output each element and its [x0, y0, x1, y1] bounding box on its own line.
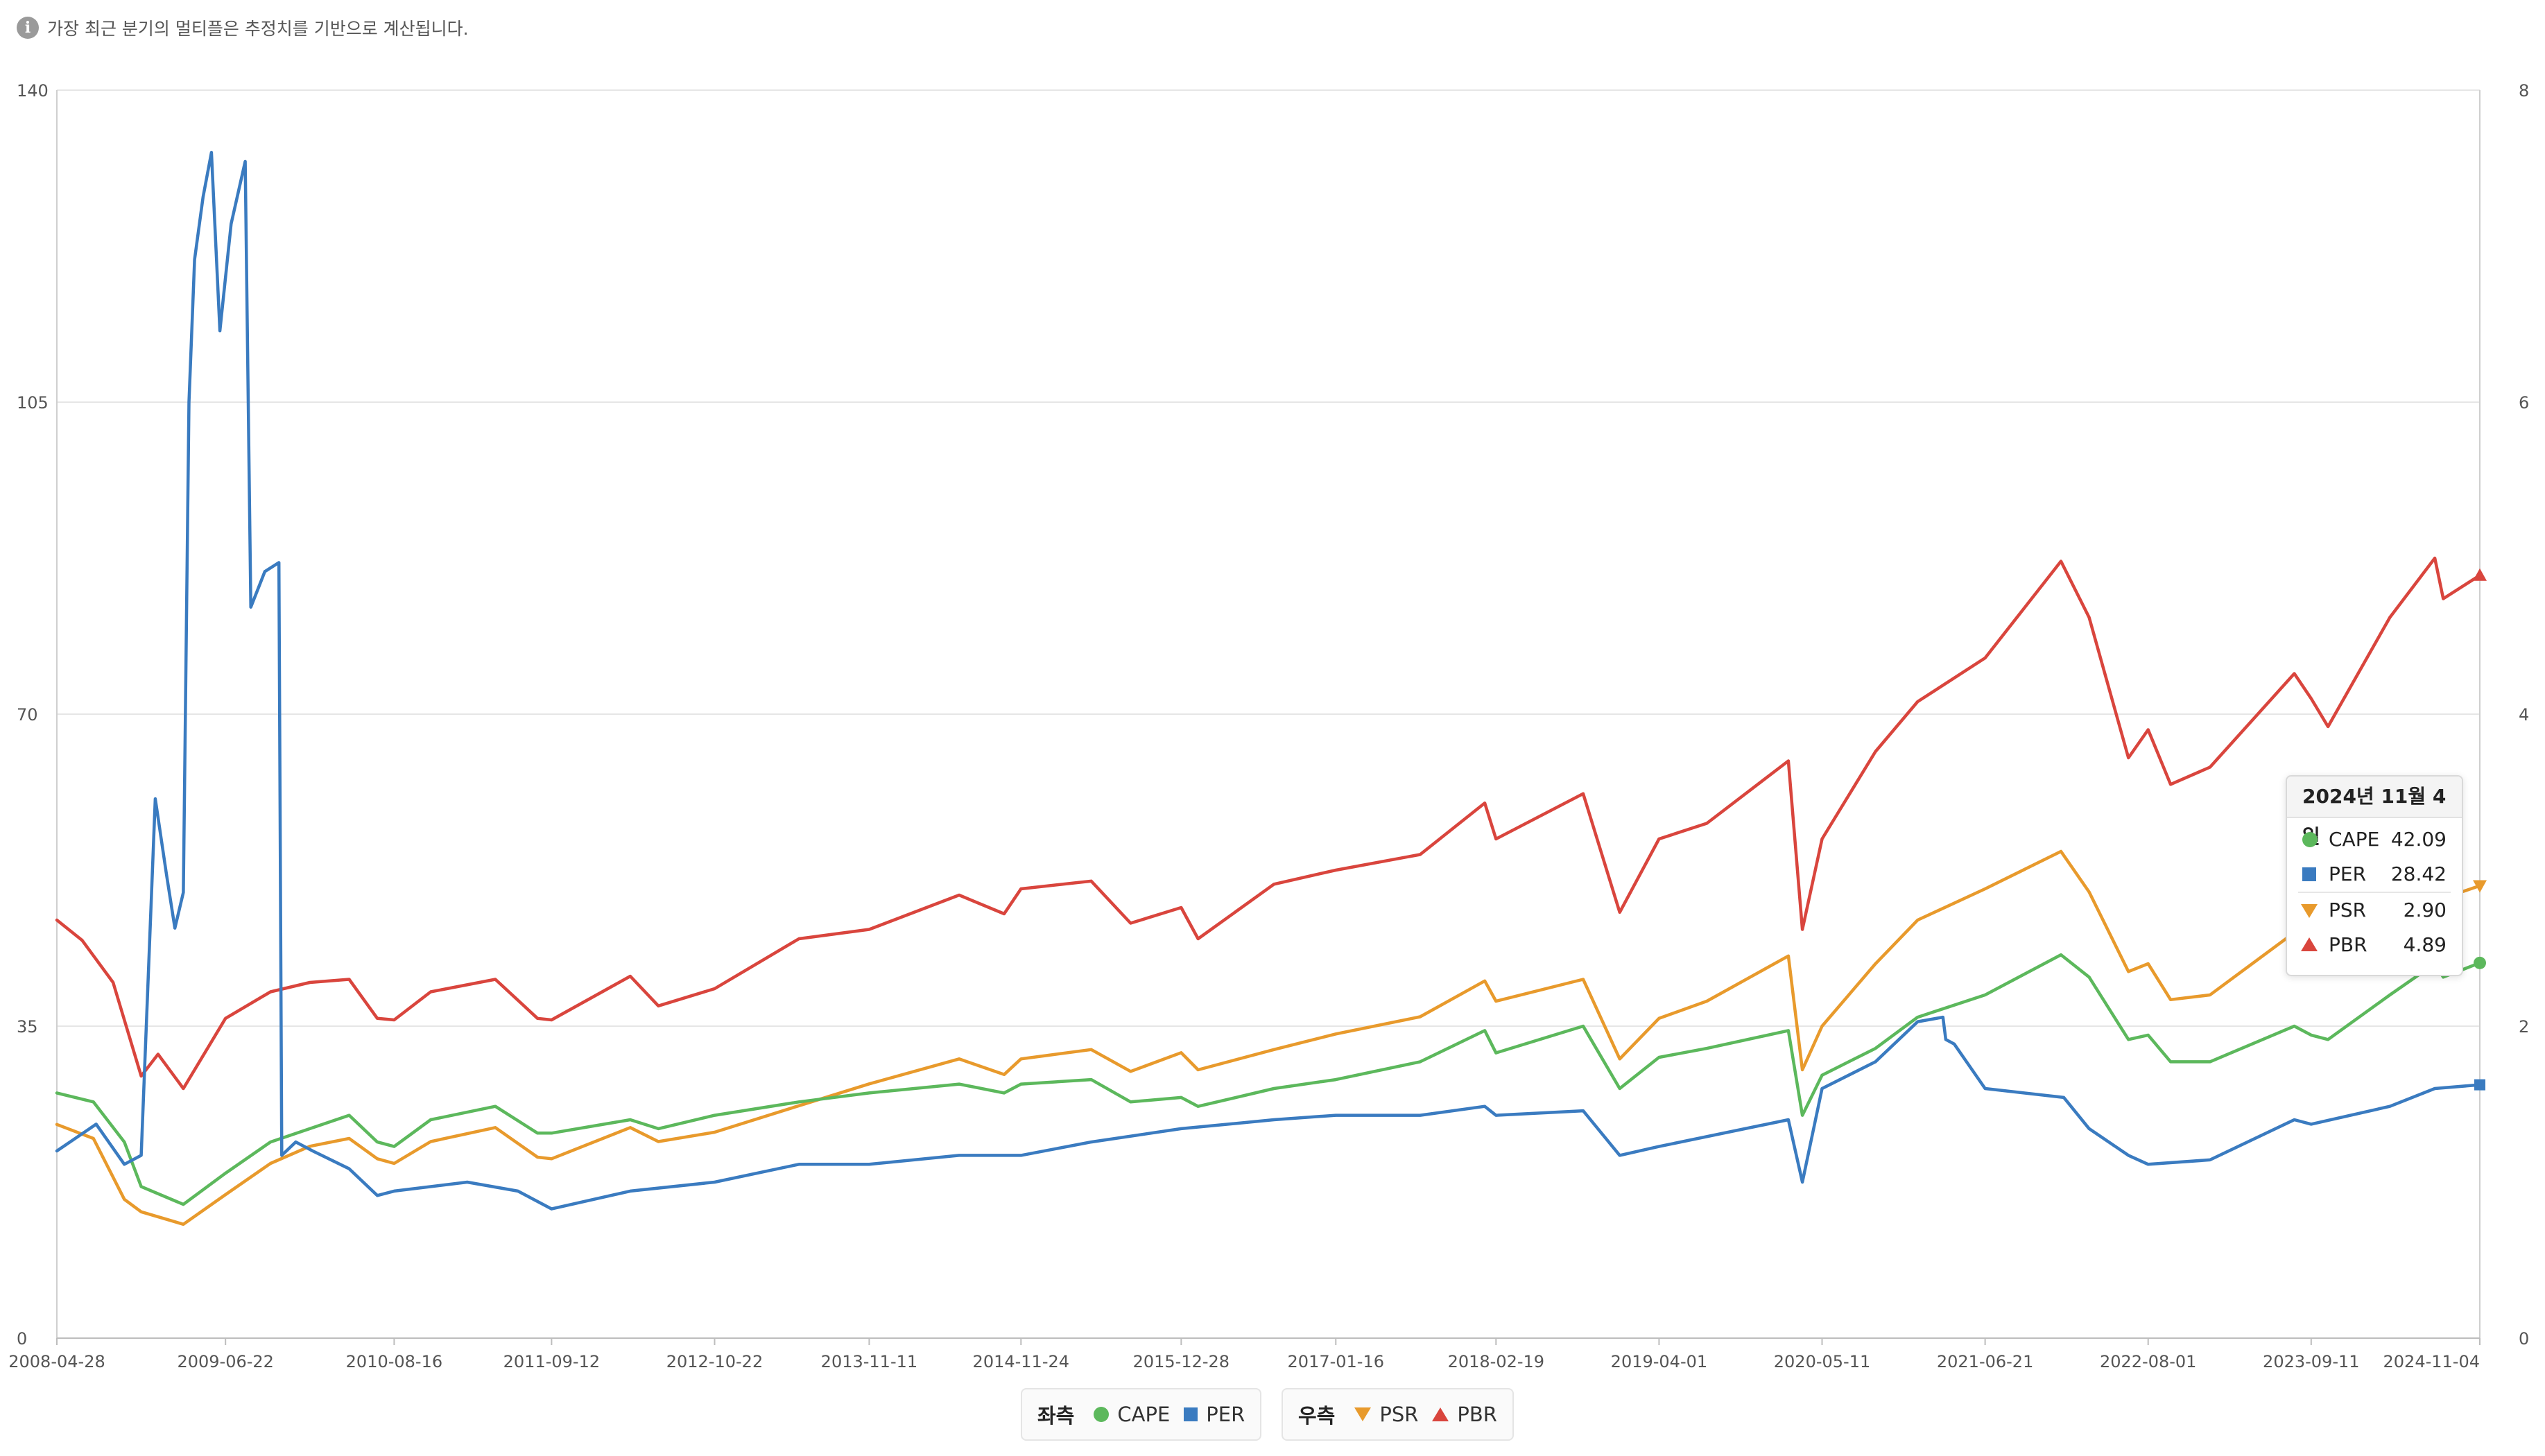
- notice-text: 가장 최근 분기의 멀티플은 추정치를 기반으로 계산됩니다.: [47, 19, 469, 39]
- legend-item-per[interactable]: PER: [1184, 1403, 1245, 1426]
- endpoint-psr: [2473, 880, 2487, 893]
- tooltip-pbr-value: 4.89: [2403, 933, 2447, 956]
- series-endpoints: [2473, 568, 2487, 1091]
- tooltip-psr-value: 2.90: [2403, 899, 2447, 921]
- endpoint-per: [2474, 1079, 2485, 1091]
- x-tick-label: 2024-11-04: [2383, 1352, 2480, 1371]
- legend-right-group: 우측 PSR PBR: [1282, 1388, 1514, 1441]
- tooltip-row-psr: PSR 2.90: [2287, 893, 2462, 928]
- x-tick-label: 2022-08-01: [2100, 1352, 2196, 1371]
- legend-cape-label: CAPE: [1117, 1403, 1171, 1426]
- x-tick-label: 2009-06-22: [177, 1352, 273, 1371]
- tooltip-cape-label: CAPE: [2329, 828, 2380, 851]
- per-marker-icon: [2302, 867, 2316, 881]
- legend-pbr-label: PBR: [1457, 1403, 1497, 1426]
- tooltip-per-value: 28.42: [2390, 863, 2447, 885]
- hover-tooltip: 2024년 11월 4일 CAPE 42.09 PER 28.42 PSR 2.…: [2286, 775, 2463, 976]
- y-left-tick-label: 140: [17, 81, 49, 101]
- y-left-tick-label: 70: [17, 705, 38, 725]
- circle-icon: [1094, 1407, 1110, 1422]
- legend-right-label: 우측: [1298, 1404, 1336, 1428]
- y-right-tick-label: 4: [2519, 705, 2529, 725]
- series-line-pbr[interactable]: [55, 556, 2482, 1091]
- x-tick-label: 2018-02-19: [1448, 1352, 1544, 1371]
- x-tick-label: 2014-11-24: [973, 1352, 1069, 1371]
- y-right-tick-label: 8: [2519, 81, 2529, 101]
- psr-marker-icon: [2301, 904, 2318, 918]
- x-tick-label: 2015-12-28: [1133, 1352, 1230, 1371]
- y-right-tick-label: 6: [2519, 393, 2529, 413]
- tooltip-divider: [2298, 892, 2451, 893]
- legend-psr-label: PSR: [1379, 1403, 1419, 1426]
- x-tick-label: 2012-10-22: [666, 1352, 763, 1371]
- y-left-tick-label: 0: [17, 1329, 27, 1349]
- legend-left-label: 좌측: [1037, 1404, 1075, 1428]
- legend-item-cape[interactable]: CAPE: [1094, 1403, 1170, 1426]
- grid: [56, 89, 2481, 1339]
- endpoint-pbr: [2473, 568, 2487, 581]
- legend-per-label: PER: [1206, 1403, 1245, 1426]
- x-tick-label: 2013-11-11: [821, 1352, 917, 1371]
- y-right-axis: 0 2 4 6 8: [2519, 81, 2529, 1349]
- x-tick-label: 2017-01-16: [1288, 1352, 1384, 1371]
- pbr-marker-icon: [2301, 937, 2318, 951]
- y-left-tick-label: 105: [17, 393, 49, 413]
- triangle-up-icon: [1432, 1407, 1449, 1421]
- y-right-tick-label: 2: [2519, 1017, 2529, 1037]
- y-left-axis: 0 35 70 105 140: [17, 81, 49, 1349]
- legend-item-pbr[interactable]: PBR: [1432, 1403, 1497, 1426]
- tooltip-row-pbr: PBR 4.89: [2287, 928, 2462, 962]
- tooltip-pbr-label: PBR: [2329, 933, 2367, 956]
- y-left-tick-label: 35: [17, 1017, 38, 1037]
- series-line-psr[interactable]: [55, 849, 2482, 1227]
- endpoint-cape: [2474, 956, 2486, 969]
- legend-item-psr[interactable]: PSR: [1354, 1403, 1418, 1426]
- tooltip-per-label: PER: [2329, 863, 2367, 885]
- notice: i 가장 최근 분기의 멀티플은 추정치를 기반으로 계산됩니다.: [17, 14, 469, 42]
- tooltip-psr-label: PSR: [2329, 899, 2367, 921]
- series-layer[interactable]: [55, 150, 2482, 1227]
- tooltip-date: 2024년 11월 4일: [2287, 777, 2462, 848]
- x-tick-label: 2019-04-01: [1611, 1352, 1707, 1371]
- square-icon: [1184, 1407, 1198, 1421]
- x-tick-label: 2021-06-21: [1937, 1352, 2033, 1371]
- x-tick-label: 2010-08-16: [346, 1352, 442, 1371]
- legend-left-group: 좌측 CAPE PER: [1021, 1388, 1262, 1441]
- tooltip-row-per: PER 28.42: [2287, 857, 2462, 892]
- x-tick-label: 2020-05-11: [1774, 1352, 1870, 1371]
- y-right-tick-label: 0: [2519, 1329, 2529, 1349]
- tooltip-cape-value: 42.09: [2390, 828, 2447, 851]
- x-tick-label: 2023-09-11: [2263, 1352, 2359, 1371]
- cape-marker-icon: [2302, 832, 2318, 847]
- triangle-down-icon: [1354, 1407, 1372, 1421]
- series-line-cape[interactable]: [55, 953, 2482, 1206]
- tooltip-row-cape: CAPE 42.09: [2287, 822, 2462, 857]
- x-tick-label: 2008-04-28: [8, 1352, 105, 1371]
- info-icon: i: [17, 17, 39, 39]
- x-tick-label: 2011-09-12: [503, 1352, 600, 1371]
- series-line-per[interactable]: [55, 150, 2482, 1211]
- x-axis: 2008-04-28 2009-06-22 2010-08-16 2011-09-12…: [8, 1338, 2481, 1371]
